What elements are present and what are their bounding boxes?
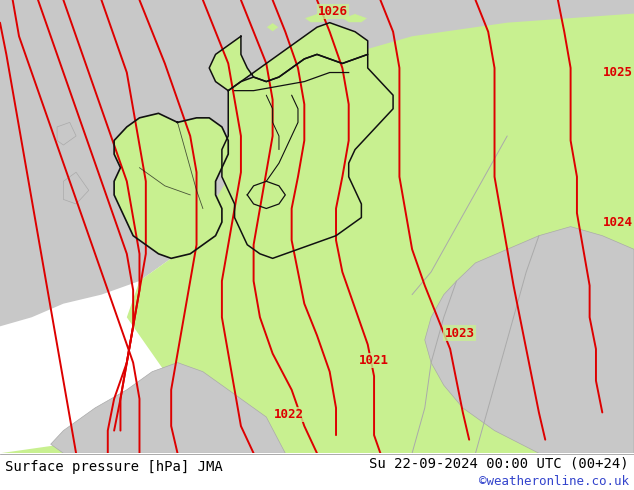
Polygon shape <box>425 226 634 453</box>
Polygon shape <box>63 172 89 204</box>
Text: ©weatheronline.co.uk: ©weatheronline.co.uk <box>479 475 629 489</box>
Polygon shape <box>127 14 634 453</box>
Text: 1026: 1026 <box>318 5 348 18</box>
Polygon shape <box>342 14 368 23</box>
Text: Su 22-09-2024 00:00 UTC (00+24): Su 22-09-2024 00:00 UTC (00+24) <box>369 457 629 470</box>
Text: 1023: 1023 <box>444 327 475 340</box>
Polygon shape <box>114 113 228 258</box>
Polygon shape <box>51 363 285 453</box>
Polygon shape <box>266 23 279 32</box>
Polygon shape <box>304 14 330 23</box>
Text: 1022: 1022 <box>273 408 304 421</box>
Polygon shape <box>0 399 285 453</box>
Polygon shape <box>0 0 634 290</box>
Polygon shape <box>209 23 368 91</box>
Polygon shape <box>0 0 114 290</box>
Polygon shape <box>57 122 76 145</box>
Text: Surface pressure [hPa] JMA: Surface pressure [hPa] JMA <box>5 460 223 474</box>
Text: 1024: 1024 <box>603 216 633 229</box>
Polygon shape <box>222 54 393 258</box>
Text: 1021: 1021 <box>359 354 389 367</box>
Text: 1025: 1025 <box>603 66 633 79</box>
Polygon shape <box>0 0 634 453</box>
Polygon shape <box>247 181 285 209</box>
